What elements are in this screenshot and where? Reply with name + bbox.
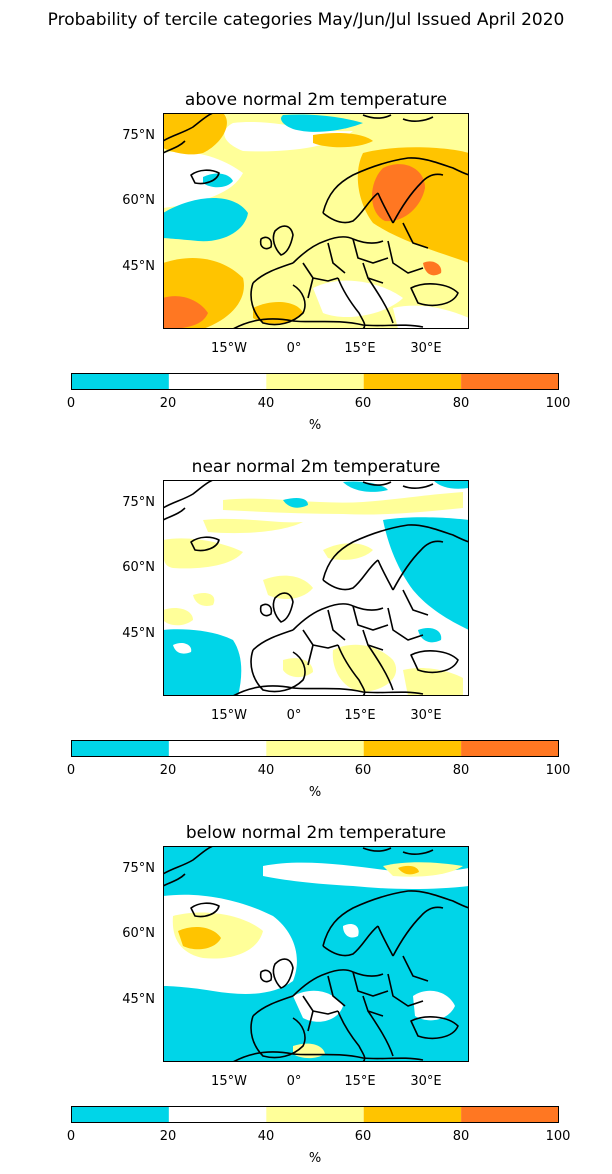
coastlines bbox=[163, 846, 469, 1062]
colorbar-tick-0: 0 bbox=[66, 1129, 76, 1144]
map-near-normal bbox=[163, 480, 469, 696]
colorbar-bin-80-100 bbox=[461, 373, 559, 390]
lat-label-45n: 45°N bbox=[122, 259, 155, 274]
figure-title: Probability of tercile categories May/Ju… bbox=[47, 10, 565, 30]
colorbar-tick-80: 80 bbox=[452, 763, 470, 778]
colorbar-tick-100: 100 bbox=[545, 763, 571, 778]
colorbar-tick-40: 40 bbox=[257, 396, 275, 411]
colorbar-tick-60: 60 bbox=[354, 763, 372, 778]
colorbar-tick-40: 40 bbox=[257, 1129, 275, 1144]
panel-near-normal: near normal 2m temperature bbox=[0, 457, 612, 807]
lat-label-60n: 60°N bbox=[122, 926, 155, 941]
lon-label-15w: 15°W bbox=[211, 1074, 247, 1089]
lon-label-15w: 15°W bbox=[211, 708, 247, 723]
colorbar-tick-40: 40 bbox=[257, 763, 275, 778]
panel-below-normal: below normal 2m temperature bbox=[0, 823, 612, 1173]
map-frame bbox=[163, 480, 469, 696]
colorbar bbox=[71, 740, 559, 757]
colorbar-bin-80-100 bbox=[461, 1106, 559, 1123]
lat-label-75n: 75°N bbox=[122, 128, 155, 143]
colorbar-bin-20-40 bbox=[168, 1106, 267, 1123]
coastlines bbox=[163, 113, 469, 329]
colorbar bbox=[71, 373, 559, 390]
colorbar-bin-60-80 bbox=[363, 1106, 462, 1123]
probability-fill bbox=[163, 113, 469, 329]
colorbar-tick-100: 100 bbox=[545, 1129, 571, 1144]
panel-title: near normal 2m temperature bbox=[191, 457, 441, 477]
lon-label-0: 0° bbox=[286, 341, 302, 356]
colorbar-tick-0: 0 bbox=[66, 763, 76, 778]
colorbar-bin-0-20 bbox=[71, 740, 169, 757]
lat-label-45n: 45°N bbox=[122, 992, 155, 1007]
lon-label-30e: 30°E bbox=[410, 341, 442, 356]
lat-label-75n: 75°N bbox=[122, 495, 155, 510]
colorbar-tick-60: 60 bbox=[354, 396, 372, 411]
colorbar-tick-0: 0 bbox=[66, 396, 76, 411]
colorbar-tick-80: 80 bbox=[452, 1129, 470, 1144]
colorbar-bin-40-60 bbox=[266, 740, 364, 757]
colorbar-bin-20-40 bbox=[168, 373, 267, 390]
lon-label-15e: 15°E bbox=[344, 1074, 376, 1089]
map-above-normal bbox=[163, 113, 469, 329]
map-frame bbox=[163, 113, 469, 329]
lon-label-0: 0° bbox=[286, 708, 302, 723]
lat-label-60n: 60°N bbox=[122, 193, 155, 208]
colorbar-unit: % bbox=[308, 785, 322, 800]
colorbar bbox=[71, 1106, 559, 1123]
lon-label-30e: 30°E bbox=[410, 708, 442, 723]
coastlines bbox=[163, 480, 469, 696]
map-below-normal bbox=[163, 846, 469, 1062]
lon-label-30e: 30°E bbox=[410, 1074, 442, 1089]
colorbar-bin-0-20 bbox=[71, 373, 169, 390]
colorbar-tick-100: 100 bbox=[545, 396, 571, 411]
colorbar-bin-0-20 bbox=[71, 1106, 169, 1123]
colorbar-tick-20: 20 bbox=[159, 1129, 177, 1144]
lon-label-0: 0° bbox=[286, 1074, 302, 1089]
colorbar-bin-60-80 bbox=[363, 740, 462, 757]
lon-label-15w: 15°W bbox=[211, 341, 247, 356]
colorbar-tick-20: 20 bbox=[159, 763, 177, 778]
lat-label-45n: 45°N bbox=[122, 626, 155, 641]
panel-above-normal: above normal 2m temperature bbox=[0, 90, 612, 440]
colorbar-bin-20-40 bbox=[168, 740, 267, 757]
lat-label-60n: 60°N bbox=[122, 560, 155, 575]
lon-label-15e: 15°E bbox=[344, 708, 376, 723]
colorbar-tick-60: 60 bbox=[354, 1129, 372, 1144]
lat-label-75n: 75°N bbox=[122, 861, 155, 876]
colorbar-tick-80: 80 bbox=[452, 396, 470, 411]
colorbar-unit: % bbox=[308, 418, 322, 433]
probability-fill bbox=[163, 480, 469, 696]
map-frame bbox=[163, 846, 469, 1062]
panel-title: above normal 2m temperature bbox=[184, 90, 448, 110]
panel-title: below normal 2m temperature bbox=[185, 823, 447, 843]
colorbar-unit: % bbox=[308, 1151, 322, 1166]
colorbar-bin-40-60 bbox=[266, 1106, 364, 1123]
probability-fill bbox=[163, 846, 469, 1062]
colorbar-tick-20: 20 bbox=[159, 396, 177, 411]
colorbar-bin-40-60 bbox=[266, 373, 364, 390]
lon-label-15e: 15°E bbox=[344, 341, 376, 356]
colorbar-bin-60-80 bbox=[363, 373, 462, 390]
colorbar-bin-80-100 bbox=[461, 740, 559, 757]
